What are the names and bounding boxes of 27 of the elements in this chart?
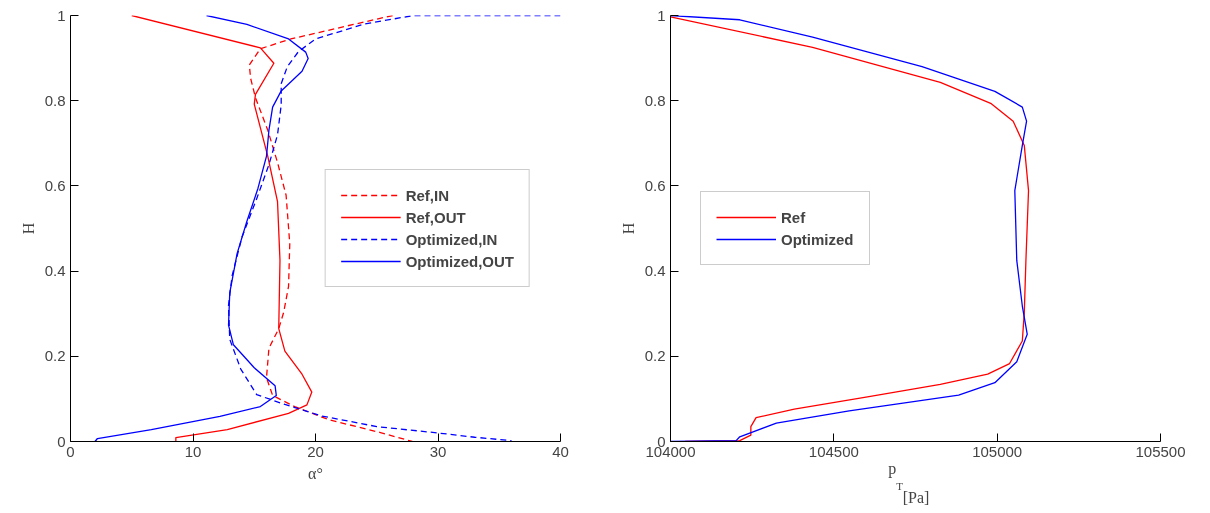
legend-label: Optimized,OUT xyxy=(405,252,514,270)
legend-label: Ref,IN xyxy=(405,186,449,204)
y-tick-label: 0.8 xyxy=(44,91,66,109)
y-axis-title: H xyxy=(19,222,37,235)
y-tick-label: 0.6 xyxy=(44,176,66,194)
x-tick-label: 105000 xyxy=(972,442,1023,460)
y-axis-title: H xyxy=(619,222,637,235)
x-tick-label: 104500 xyxy=(808,442,859,460)
x-tick-label: 10 xyxy=(184,442,202,460)
y-tick-label: 1 xyxy=(657,6,666,24)
x-axis-title: pT [Pa] xyxy=(888,460,930,506)
legend-label: Ref,OUT xyxy=(405,208,466,226)
y-tick-label: 0.4 xyxy=(644,262,666,280)
y-tick-label: 0.2 xyxy=(44,347,66,365)
x-tick-label: 40 xyxy=(552,442,569,460)
legend-label: Optimized xyxy=(781,230,854,248)
x-tick-label: 105500 xyxy=(1135,442,1186,460)
x-tick-label: 30 xyxy=(429,442,447,460)
y-tick-label: 0.2 xyxy=(644,347,666,365)
x-axis-title: α° xyxy=(308,464,323,482)
x-tick-label: 20 xyxy=(307,442,324,460)
y-tick-label: 0.8 xyxy=(644,91,666,109)
y-tick-label: 0.6 xyxy=(644,176,666,194)
legend-label: Ref xyxy=(781,208,806,226)
y-tick-label: 1 xyxy=(57,6,66,24)
y-tick-label: 0.4 xyxy=(44,262,66,280)
legend-label: Optimized,IN xyxy=(405,230,498,248)
